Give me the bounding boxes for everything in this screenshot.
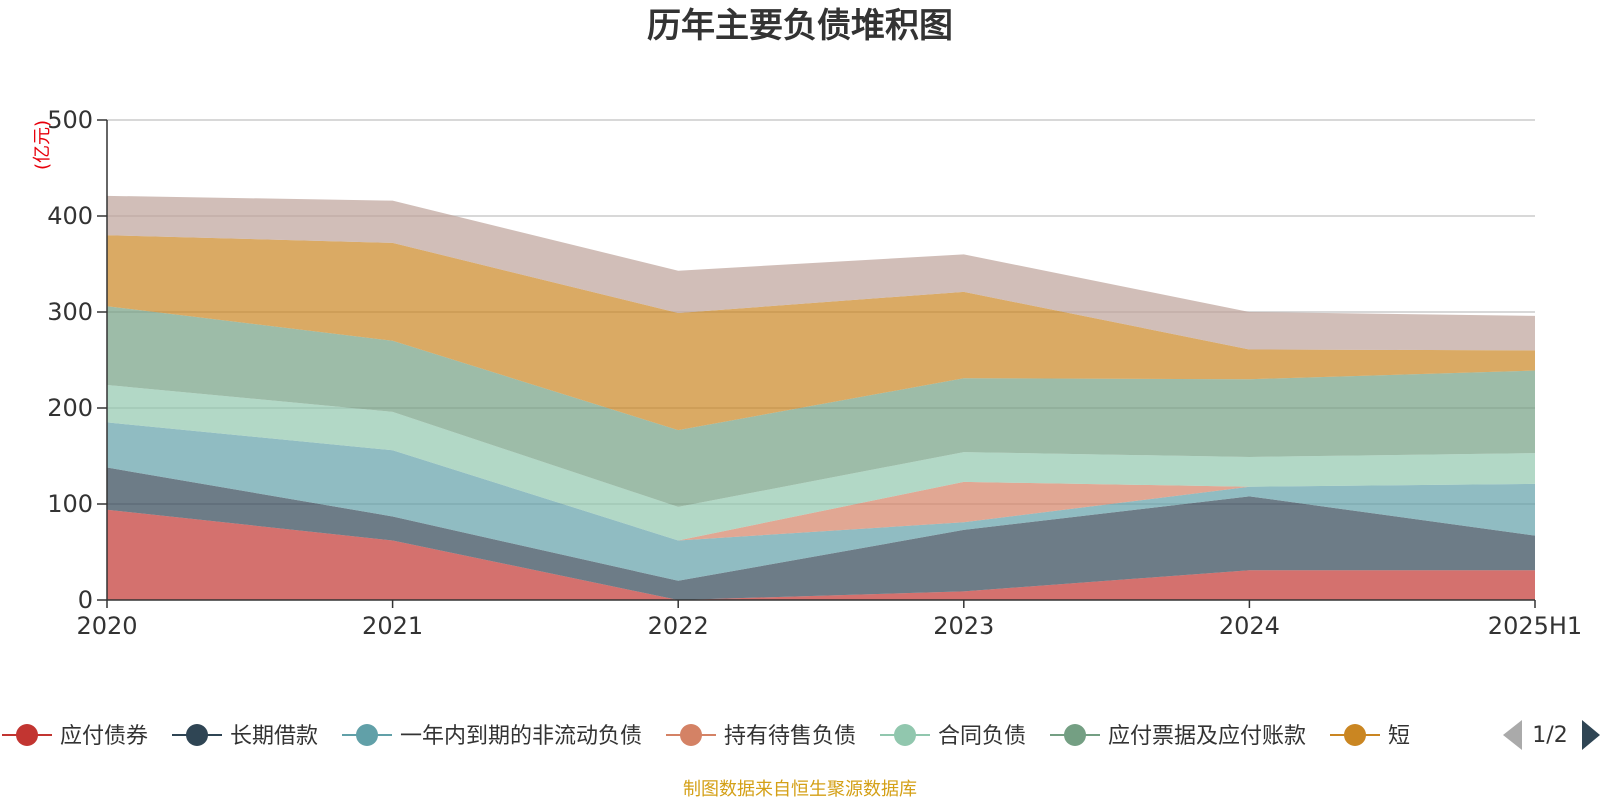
legend-item-6[interactable]: 短 xyxy=(1330,724,1410,749)
x-tick-label: 2020 xyxy=(76,612,137,640)
legend-marker-icon xyxy=(1344,724,1366,746)
x-tick-label: 2023 xyxy=(933,612,994,640)
area-series-5 xyxy=(107,306,1535,507)
legend-label: 短 xyxy=(1388,724,1410,749)
legend-label: 一年内到期的非流动负债 xyxy=(400,724,642,749)
area-series-group xyxy=(107,195,1535,600)
legend-pager: 1/2 xyxy=(1503,720,1600,750)
y-axis-ticks: 0 100 200 300 400 500 xyxy=(47,106,107,614)
legend-label: 合同负债 xyxy=(938,724,1026,749)
axes xyxy=(106,120,1535,601)
legend-item-0[interactable]: 应付债券 xyxy=(2,724,148,749)
y-axis-unit-label: (亿元) xyxy=(32,120,53,170)
legend-label: 持有待售负债 xyxy=(724,724,856,749)
legend-marker-icon xyxy=(16,724,38,746)
x-tick-label: 2024 xyxy=(1219,612,1280,640)
legend-marker-icon xyxy=(680,724,702,746)
legend: 应付债券 长期借款 一年内到期的非流动负债 持有待售负债 合同负债 应付票据及应付账款 短 xyxy=(2,724,1410,749)
legend-marker-icon xyxy=(894,724,916,746)
x-tick-label: 2025H1 xyxy=(1488,612,1582,640)
y-tick-label: 400 xyxy=(47,202,93,230)
area-series-6 xyxy=(107,235,1535,431)
area-series-2 xyxy=(107,422,1535,581)
legend-item-4[interactable]: 合同负债 xyxy=(880,724,1026,749)
y-tick-label: 200 xyxy=(47,394,93,422)
legend-marker-icon xyxy=(356,724,378,746)
area-series-7 xyxy=(107,195,1535,351)
legend-label: 长期借款 xyxy=(230,724,318,749)
legend-prev-page-icon[interactable] xyxy=(1503,720,1522,750)
area-series-3 xyxy=(107,422,1535,541)
y-tick-label: 500 xyxy=(47,106,93,134)
legend-item-1[interactable]: 长期借款 xyxy=(172,724,318,749)
data-source-note: 制图数据来自恒生聚源数据库 xyxy=(683,779,917,800)
y-tick-label: 300 xyxy=(47,298,93,326)
legend-next-page-icon[interactable] xyxy=(1582,720,1600,750)
legend-marker-icon xyxy=(186,724,208,746)
x-tick-label: 2021 xyxy=(362,612,423,640)
legend-item-2[interactable]: 一年内到期的非流动负债 xyxy=(342,724,642,749)
legend-label: 应付债券 xyxy=(60,724,148,749)
legend-label: 应付票据及应付账款 xyxy=(1108,724,1306,749)
chart-title: 历年主要负债堆积图 xyxy=(647,6,953,46)
y-tick-label: 0 xyxy=(78,586,93,614)
legend-item-3[interactable]: 持有待售负债 xyxy=(666,724,856,749)
y-tick-label: 100 xyxy=(47,490,93,518)
legend-item-5[interactable]: 应付票据及应付账款 xyxy=(1050,724,1306,749)
area-series-4 xyxy=(107,384,1535,541)
legend-marker-icon xyxy=(1064,724,1086,746)
x-axis-ticks: 2020 2021 2022 2023 2024 2025H1 xyxy=(76,600,1582,640)
x-tick-label: 2022 xyxy=(648,612,709,640)
area-series-0 xyxy=(107,509,1535,600)
legend-page-indicator: 1/2 xyxy=(1532,723,1567,748)
area-series-1 xyxy=(107,467,1535,600)
